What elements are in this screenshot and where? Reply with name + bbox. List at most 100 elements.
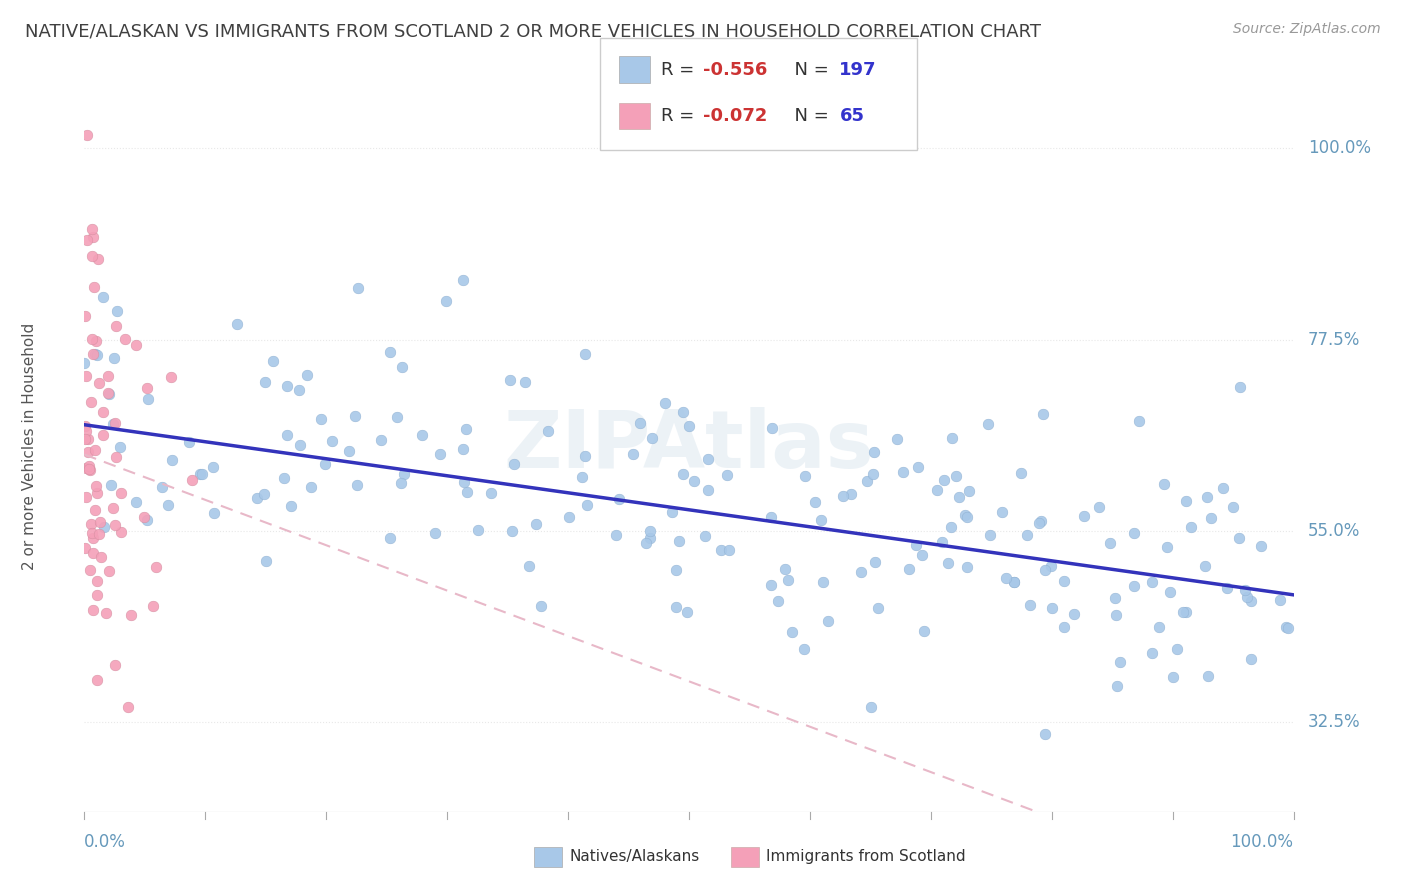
- Point: [1153, 477, 1175, 491]
- Point: [1122, 526, 1144, 541]
- Point: [82, 603, 104, 617]
- Point: [1032, 407, 1054, 421]
- Text: NATIVE/ALASKAN VS IMMIGRANTS FROM SCOTLAND 2 OR MORE VEHICLES IN HOUSEHOLD CORRE: NATIVE/ALASKAN VS IMMIGRANTS FROM SCOTLA…: [25, 22, 1042, 40]
- Point: [280, 500, 302, 514]
- Point: [676, 605, 699, 619]
- Point: [253, 487, 276, 501]
- Point: [628, 416, 651, 430]
- Point: [347, 281, 370, 295]
- Point: [125, 337, 148, 351]
- Point: [160, 369, 183, 384]
- Point: [1104, 591, 1126, 606]
- Point: [517, 559, 540, 574]
- Point: [638, 531, 661, 545]
- Point: [693, 529, 716, 543]
- Point: [863, 445, 886, 459]
- Point: [571, 470, 593, 484]
- Point: [1122, 579, 1144, 593]
- Point: [84, 334, 107, 348]
- Point: [180, 474, 202, 488]
- Point: [114, 332, 136, 346]
- Point: [761, 421, 783, 435]
- Point: [851, 565, 873, 579]
- Point: [1175, 605, 1198, 619]
- Point: [309, 411, 332, 425]
- Point: [574, 450, 596, 464]
- Point: [101, 500, 124, 515]
- Point: [640, 524, 662, 538]
- Point: [89, 515, 111, 529]
- Point: [1180, 520, 1202, 534]
- Point: [1073, 508, 1095, 523]
- Point: [103, 351, 125, 365]
- Text: -0.072: -0.072: [703, 107, 768, 125]
- Point: [936, 557, 959, 571]
- Point: [1052, 574, 1074, 588]
- Point: [1140, 575, 1163, 590]
- Point: [941, 431, 963, 445]
- Point: [77, 458, 100, 473]
- Point: [1033, 727, 1056, 741]
- Point: [1002, 575, 1025, 590]
- Point: [378, 345, 401, 359]
- Point: [392, 467, 415, 481]
- Point: [86, 673, 108, 687]
- Point: [79, 394, 101, 409]
- Point: [451, 442, 474, 456]
- Point: [956, 560, 979, 574]
- Point: [907, 459, 929, 474]
- Point: [142, 599, 165, 613]
- Point: [678, 419, 700, 434]
- Point: [856, 475, 879, 489]
- Point: [262, 353, 284, 368]
- Point: [607, 492, 630, 507]
- Point: [1233, 582, 1256, 597]
- Point: [136, 392, 159, 407]
- Point: [110, 440, 132, 454]
- Text: 55.0%: 55.0%: [1308, 522, 1361, 540]
- Point: [136, 513, 159, 527]
- Text: R =: R =: [661, 107, 700, 125]
- Point: [82, 531, 104, 545]
- Point: [91, 290, 114, 304]
- Point: [697, 451, 720, 466]
- Point: [948, 490, 970, 504]
- Point: [716, 468, 738, 483]
- Point: [86, 588, 108, 602]
- Point: [145, 560, 167, 574]
- Point: [498, 374, 520, 388]
- Point: [80, 222, 103, 236]
- Point: [621, 447, 644, 461]
- Point: [301, 480, 323, 494]
- Point: [125, 495, 148, 509]
- Point: [1222, 500, 1244, 515]
- Point: [314, 457, 336, 471]
- Point: [1156, 540, 1178, 554]
- Text: 100.0%: 100.0%: [1230, 833, 1294, 851]
- Point: [574, 347, 596, 361]
- Text: 197: 197: [839, 61, 877, 78]
- Point: [479, 486, 502, 500]
- Text: 0.0%: 0.0%: [84, 833, 127, 851]
- Text: N =: N =: [783, 107, 835, 125]
- Point: [75, 368, 97, 383]
- Point: [80, 516, 103, 531]
- Point: [1018, 598, 1040, 612]
- Point: [956, 509, 979, 524]
- Point: [977, 417, 1000, 431]
- Text: R =: R =: [661, 61, 700, 78]
- Point: [1275, 620, 1298, 634]
- Point: [104, 416, 127, 430]
- Point: [794, 468, 817, 483]
- Point: [456, 484, 478, 499]
- Point: [558, 510, 581, 524]
- Point: [636, 535, 658, 549]
- Point: [110, 524, 132, 539]
- Point: [1040, 601, 1063, 615]
- Point: [150, 480, 173, 494]
- Point: [385, 409, 408, 424]
- Point: [661, 505, 683, 519]
- Point: [1063, 607, 1085, 621]
- Point: [190, 467, 212, 482]
- Point: [254, 375, 277, 389]
